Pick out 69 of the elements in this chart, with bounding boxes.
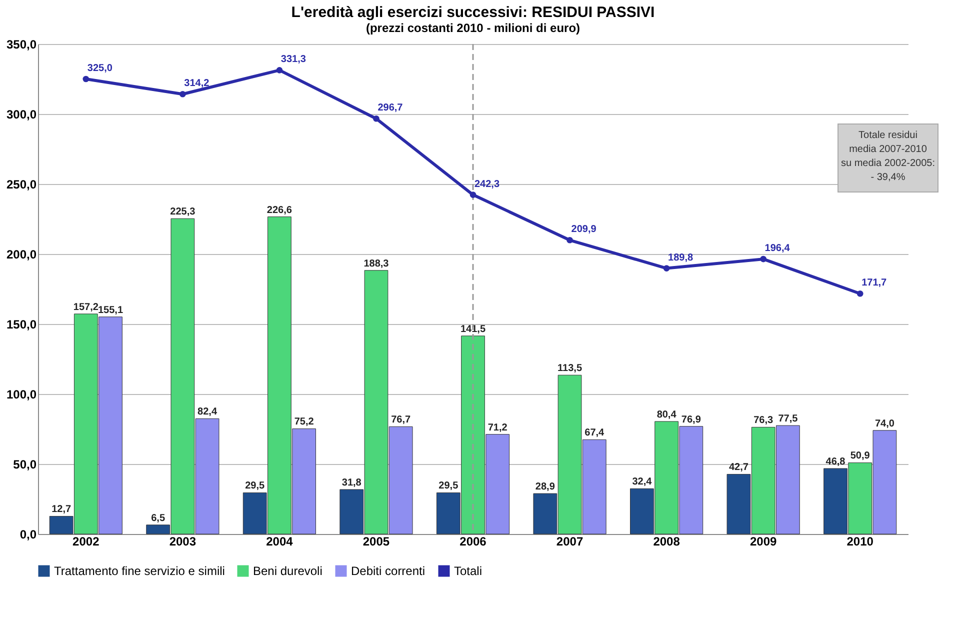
- data-label: 12,7: [52, 504, 72, 516]
- data-label: 113,5: [558, 363, 582, 374]
- data-label: 77,5: [778, 414, 798, 424]
- y-tick-label: 350,0: [6, 38, 37, 52]
- data-label: 242,3: [474, 178, 500, 190]
- data-label: 42,7: [728, 462, 749, 474]
- data-label: 32,4: [632, 476, 652, 488]
- data-label: 50,9: [850, 450, 870, 462]
- data-label: 331,3: [280, 54, 306, 66]
- legend-label: Totali: [454, 564, 482, 578]
- y-tick-label: 250,0: [6, 178, 37, 192]
- data-label: 226,6: [266, 204, 292, 216]
- x-tick-label: 2007: [556, 534, 584, 548]
- legend-label: Trattamento fine servizio e simili: [54, 564, 225, 578]
- point: [470, 192, 476, 198]
- data-label: 225,3: [170, 206, 196, 218]
- point: [180, 90, 186, 98]
- point: [663, 265, 670, 272]
- x-tick-label: 2008: [653, 534, 680, 548]
- data-label: 157,2: [73, 302, 99, 313]
- chart-title: L'eredità agli esercizi successivi: RESIDUI PASSIVI: [291, 4, 655, 21]
- data-label: 74,0: [874, 418, 895, 430]
- data-label: 155,1: [98, 304, 124, 316]
- data-label: 325,0: [87, 63, 113, 74]
- data-label: 188,3: [364, 258, 390, 270]
- data-label: 75,2: [294, 416, 314, 428]
- data-label: 314,2: [184, 78, 210, 90]
- point: [566, 236, 573, 244]
- y-tick-label: 200,0: [6, 248, 37, 262]
- x-tick-label: 2004: [266, 534, 294, 548]
- legend-label: Debiti correnti: [351, 564, 426, 578]
- y-tick-label: 0,0: [20, 528, 37, 542]
- data-label: 296,7: [378, 102, 404, 114]
- annotation: Totale residui media 2007-2010 su media 2002-2005: - 39,4%: [841, 130, 935, 183]
- x-tick-label: 2003: [169, 534, 196, 548]
- y-tick-label: 150,0: [6, 318, 37, 332]
- data-label: 28,9: [535, 482, 556, 493]
- point: [760, 256, 766, 262]
- point: [82, 76, 90, 82]
- y-tick-label: 100,0: [6, 388, 37, 402]
- x-tick-label: 2009: [750, 534, 777, 548]
- x-tick-label: 2005: [362, 534, 390, 548]
- x-tick-label: 2010: [846, 534, 874, 548]
- data-label: 29,5: [245, 480, 266, 492]
- data-label: 6,5: [151, 512, 166, 524]
- x-tick-label: 2002: [72, 534, 100, 548]
- data-label: 67,4: [584, 428, 605, 439]
- data-label: 29,5: [438, 480, 459, 492]
- x-tick-label: 2006: [460, 534, 487, 548]
- data-label: 141,5: [460, 324, 486, 335]
- data-label: 196,4: [764, 243, 790, 254]
- data-label: 209,9: [571, 224, 597, 236]
- y-tick-label: 50,0: [13, 458, 37, 472]
- data-label: 80,4: [656, 409, 677, 420]
- data-label: 76,9: [681, 414, 702, 426]
- data-label: 71,2: [488, 422, 508, 434]
- data-label: 31,8: [342, 477, 362, 488]
- data-label: 171,7: [862, 278, 888, 289]
- point: [276, 67, 283, 74]
- data-label: 76,7: [391, 414, 411, 426]
- point: [856, 290, 864, 297]
- data-label: 82,4: [198, 406, 218, 418]
- data-label: 189,8: [668, 252, 694, 264]
- data-label: 76,3: [754, 415, 774, 426]
- y-tick-label: 300,0: [6, 108, 37, 122]
- point: [373, 115, 380, 122]
- data-label: 46,8: [826, 456, 846, 468]
- legend-label: Beni durevoli: [253, 564, 322, 578]
- chart-subtitle: (prezzi costanti 2010 - milioni di euro): [366, 21, 580, 35]
